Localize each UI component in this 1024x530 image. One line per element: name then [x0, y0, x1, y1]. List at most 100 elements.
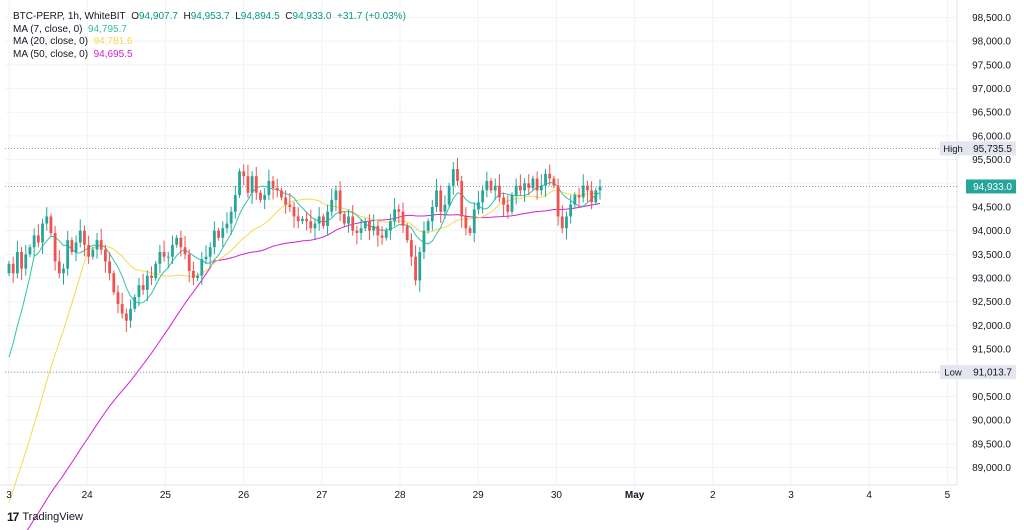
x-tick-label: 3 — [6, 490, 12, 501]
candle-body — [301, 218, 304, 222]
y-tick-label: 98,500.0 — [972, 13, 1011, 24]
candle-body — [259, 192, 262, 200]
candle-body — [321, 216, 325, 226]
candle-body — [527, 183, 531, 189]
candle-body — [409, 240, 413, 257]
y-tick-label: 93,000.0 — [972, 274, 1011, 285]
low-badge-label: Low — [944, 368, 962, 379]
candle-body — [263, 195, 267, 200]
candle-body — [250, 176, 254, 193]
x-tick-label: 25 — [160, 490, 172, 501]
y-tick-label: 90,000.0 — [972, 416, 1011, 427]
candle-body — [305, 218, 308, 222]
ma50-value: 94,695.5 — [93, 48, 133, 60]
candle-body — [208, 247, 212, 257]
candle-body — [292, 206, 296, 217]
candle-body — [62, 268, 65, 274]
candle-body — [242, 171, 246, 177]
candle-body — [347, 216, 350, 224]
candle-body — [104, 249, 107, 262]
candle-body — [334, 190, 338, 200]
low-label: L — [235, 11, 241, 22]
candle-body — [129, 308, 132, 321]
candle-body — [330, 199, 334, 212]
low-badge-value: 91,013.7 — [973, 368, 1012, 379]
candle-body — [162, 251, 166, 257]
candlestick-series — [7, 157, 602, 333]
candle-body — [581, 185, 585, 198]
candle-body — [418, 251, 422, 281]
candle-body — [368, 221, 371, 231]
tradingview-logo[interactable]: 17 TradingView — [7, 510, 83, 524]
candle-body — [141, 285, 145, 290]
candle-body — [11, 263, 15, 274]
candle-body — [309, 221, 313, 229]
candle-body — [544, 173, 547, 186]
y-tick-label: 97,500.0 — [972, 60, 1011, 71]
x-tick-label: 26 — [238, 490, 250, 501]
candle-body — [91, 249, 95, 257]
candle-body — [271, 180, 275, 189]
high-badge-label-bg — [940, 141, 966, 156]
candle-body — [200, 259, 204, 276]
candle-body — [280, 190, 283, 198]
x-tick-label: 24 — [82, 490, 94, 501]
candle-body — [451, 169, 455, 186]
y-tick-label: 96,000.0 — [972, 131, 1011, 142]
open-value: 94,907.7 — [138, 11, 178, 22]
low-badge-label-bg — [940, 365, 966, 380]
y-tick-label: 93,500.0 — [972, 250, 1011, 261]
close-label: C — [285, 11, 293, 22]
y-tick-label: 92,500.0 — [972, 297, 1011, 308]
moving-averages — [8, 182, 601, 530]
candle-body — [435, 190, 438, 207]
candle-body — [472, 209, 476, 234]
candle-body — [560, 216, 564, 229]
candle-body — [380, 235, 384, 238]
candle-body — [196, 275, 200, 279]
candle-body — [422, 230, 426, 252]
candle-body — [531, 178, 535, 189]
candle-body — [414, 256, 417, 281]
candle-body — [326, 211, 329, 226]
candle-body — [154, 263, 158, 279]
candle-body — [179, 237, 183, 248]
candle-body — [514, 185, 518, 196]
ma20-line — [8, 189, 601, 503]
candle-body — [372, 225, 376, 231]
candle-body — [145, 275, 149, 290]
candle-body — [565, 216, 568, 229]
candle-body — [493, 185, 497, 191]
candle-body — [506, 204, 510, 212]
candle-body — [401, 211, 405, 226]
candle-body — [586, 185, 589, 191]
candle-body — [351, 216, 355, 231]
candle-body — [489, 180, 493, 191]
low-value: 94,894.5 — [240, 11, 280, 22]
ma50-line — [26, 203, 601, 530]
candle-body — [342, 214, 346, 224]
y-tick-label: 90,500.0 — [972, 392, 1011, 403]
candle-body — [384, 230, 388, 238]
candle-body — [99, 240, 103, 250]
candle-body — [363, 221, 367, 229]
candle-body — [267, 180, 271, 196]
x-tick-label: 27 — [316, 490, 328, 501]
candle-body — [523, 183, 526, 191]
candle-body — [187, 254, 191, 271]
candle-body — [217, 230, 220, 238]
candle-body — [78, 230, 82, 243]
candle-body — [24, 254, 28, 269]
candle-body — [66, 240, 70, 269]
y-tick-label: 96,500.0 — [972, 108, 1011, 119]
candle-body — [83, 230, 86, 245]
candle-body — [158, 251, 162, 264]
ma20-value: 94,781.6 — [93, 36, 133, 47]
y-tick-label: 97,000.0 — [972, 84, 1011, 95]
close-value: 94,933.0 — [292, 11, 332, 22]
y-tick-label: 98,000.0 — [972, 37, 1011, 48]
candle-body — [468, 228, 472, 234]
ma7-value: 94,795.7 — [88, 23, 127, 35]
x-tick-label: May — [625, 490, 645, 501]
